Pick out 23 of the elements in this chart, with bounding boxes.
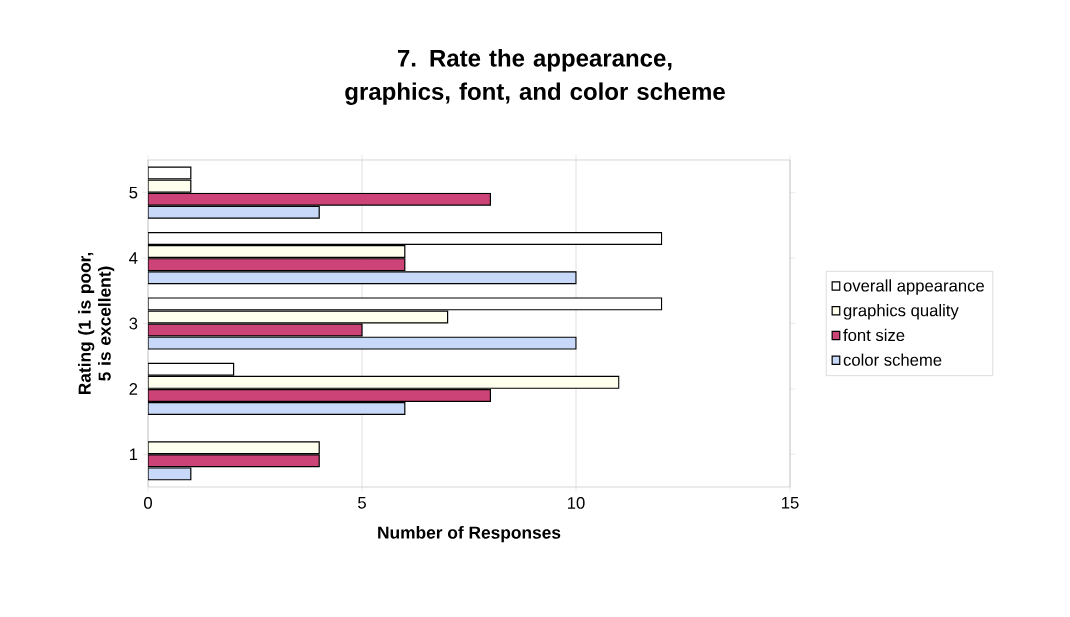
legend-label: overall appearance	[843, 279, 984, 295]
y-axis-title: Rating (1 is poor, 5 is excellent)	[78, 252, 115, 395]
bar	[148, 375, 620, 389]
bar	[148, 402, 406, 415]
bar	[148, 205, 320, 219]
x-tick-label: 5	[358, 497, 366, 509]
x-tick-label: 10	[568, 497, 585, 509]
legend-label: font size	[843, 328, 905, 342]
bar	[148, 258, 406, 272]
y-tick-label: 1	[129, 448, 138, 461]
legend-label: color scheme	[843, 353, 942, 366]
legend-label: graphics quality	[843, 304, 959, 320]
y-tick-label: 2	[129, 383, 138, 395]
bar	[148, 388, 492, 402]
x-tick-label: 0	[144, 497, 152, 509]
y-tick-label: 4	[129, 252, 138, 264]
bar	[148, 245, 406, 259]
x-tick-label: 15	[782, 497, 799, 509]
y-tick-label: 3	[129, 317, 138, 330]
x-axis-title: Number of Responses	[378, 525, 561, 543]
bar	[148, 271, 577, 285]
chart-title: 7. Rate the appearance, graphics, font, and color scheme	[345, 49, 725, 105]
y-tick-label: 5	[129, 186, 138, 199]
